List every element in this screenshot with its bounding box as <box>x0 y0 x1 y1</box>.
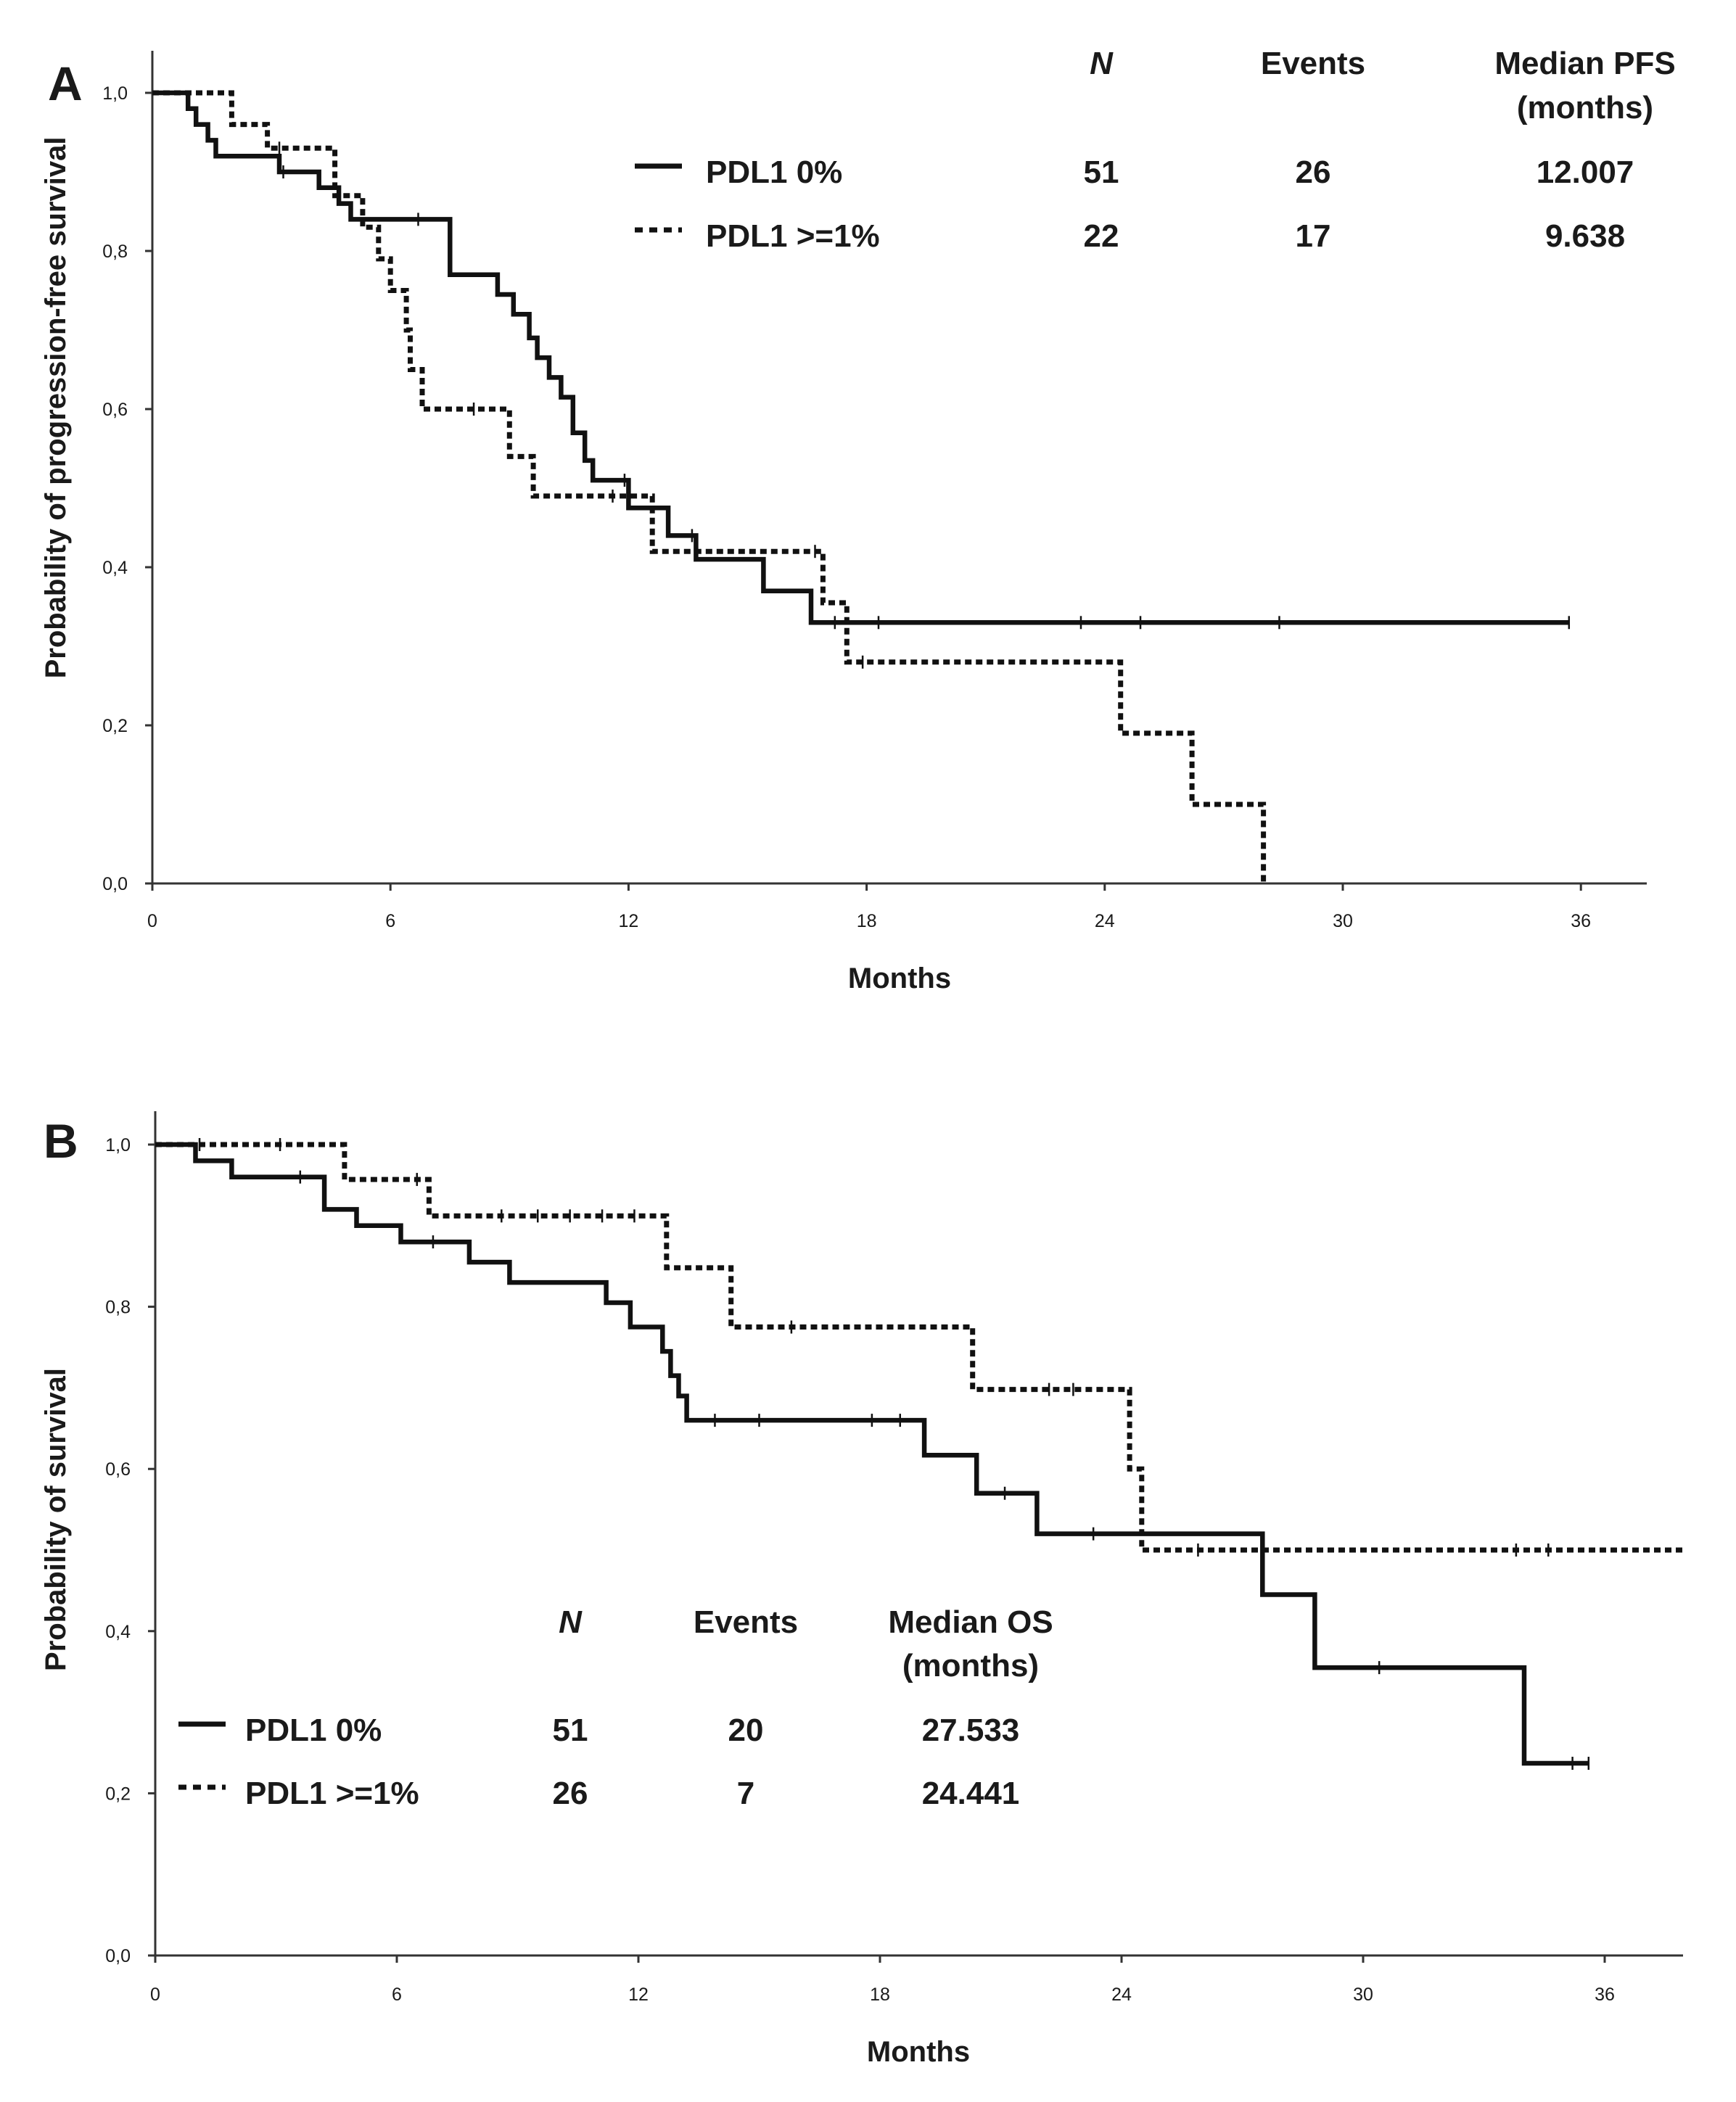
panel-a-x-axis-label: Months <box>848 963 951 994</box>
panel-b-series-pdl1-0 <box>155 1142 1589 1766</box>
panel-a-legend-row2-events: 17 <box>1296 218 1331 254</box>
panel-b-legend: N Events Median OS (months) PDL1 0% 51 2… <box>178 1604 1053 1811</box>
panel-b-y-tick-label: 0,8 <box>105 1298 131 1318</box>
panel-b-legend-row1-median: 27.533 <box>922 1712 1020 1748</box>
panel-b-x-tick-label: 24 <box>1111 1984 1132 2005</box>
panel-b-os-chart: B Probability of survival Months 0 6 12 18 2… <box>40 1111 1685 2068</box>
panel-b-legend-row1-events: 20 <box>728 1712 764 1748</box>
panel-b-y-axis-label: Probability of survival <box>40 1368 72 1671</box>
panel-b-legend-row2-events: 7 <box>737 1776 754 1811</box>
panel-a-y-tick-label: 1,0 <box>102 83 128 104</box>
panel-b-x-tick-label: 12 <box>628 1984 649 2005</box>
panel-a-legend-header-median: Median PFS <box>1494 46 1675 81</box>
panel-a-legend: N Events Median PFS (months) PDL1 0% 51 … <box>635 46 1676 254</box>
panel-a-y-tick-label: 0,2 <box>102 716 128 736</box>
panel-b-y-tick-label: 1,0 <box>105 1135 131 1155</box>
panel-b-legend-header-n: N <box>559 1604 583 1640</box>
panel-a-x-tick-label: 0 <box>147 911 157 931</box>
panel-a-y-axis-label: Probability of progression-free survival <box>40 137 72 679</box>
panel-a-y-tick-label: 0,4 <box>102 558 128 578</box>
panel-b-y-tick-label: 0,0 <box>105 1946 131 1966</box>
panel-a-x-tick-label: 24 <box>1095 911 1115 931</box>
panel-b-y-tick-label: 0,2 <box>105 1784 131 1804</box>
panel-a-series-pdl1-0 <box>152 90 1569 625</box>
panel-b-y-tick-label: 0,6 <box>105 1459 131 1480</box>
panel-a-y-tick-label: 0,6 <box>102 400 128 420</box>
panel-a-legend-header-months: (months) <box>1517 90 1653 125</box>
panel-a-legend-row1-median: 12.007 <box>1537 154 1634 190</box>
panel-b-legend-row2-median: 24.441 <box>922 1776 1020 1811</box>
panel-b-x-tick-label: 36 <box>1595 1984 1615 2005</box>
panel-b-curves <box>155 1138 1685 1771</box>
panel-a-curves <box>152 90 1571 883</box>
panel-b-y-tick-label: 0,4 <box>105 1622 131 1642</box>
panel-a-y-tick-label: 0,8 <box>102 242 128 262</box>
panel-a-legend-header-n: N <box>1090 46 1114 81</box>
panel-a-label: A <box>48 57 83 110</box>
panel-b-legend-header-months: (months) <box>902 1648 1039 1683</box>
panel-a-axes: 0 6 12 18 24 30 36 0,0 0,2 0,4 0,6 0,8 1,0 <box>102 51 1647 931</box>
panel-b-legend-row1-label: PDL1 0% <box>245 1712 382 1748</box>
panel-b-x-tick-label: 6 <box>392 1984 402 2005</box>
panel-a-legend-row2-n: 22 <box>1084 218 1119 254</box>
panel-a-legend-row1-events: 26 <box>1296 154 1331 190</box>
panel-a-pfs-chart: A Probability of progression-free surviv… <box>40 46 1676 994</box>
panel-a-x-tick-label: 12 <box>618 911 638 931</box>
panel-b-x-tick-label: 0 <box>150 1984 160 2005</box>
panel-b-label: B <box>44 1114 78 1168</box>
panel-a-series-pdl1-ge1 <box>152 90 1267 883</box>
panel-a-legend-row1-n: 51 <box>1084 154 1119 190</box>
panel-a-x-tick-label: 30 <box>1333 911 1353 931</box>
panel-b-axes: 0 6 12 18 24 30 36 0,0 0,2 0,4 0,6 0,8 1,0 <box>105 1111 1683 2005</box>
panel-a-legend-header-events: Events <box>1261 46 1365 81</box>
panel-b-series-pdl1-ge1 <box>155 1142 1685 1553</box>
panel-b-x-tick-label: 18 <box>870 1984 890 2005</box>
panel-b-legend-row1-n: 51 <box>553 1712 588 1748</box>
panel-b-legend-header-median: Median OS <box>888 1604 1053 1640</box>
panel-a-legend-row2-label: PDL1 >=1% <box>706 218 880 254</box>
panel-b-legend-row2-label: PDL1 >=1% <box>245 1776 419 1811</box>
panel-a-x-tick-label: 18 <box>857 911 877 931</box>
panel-a-legend-row1-label: PDL1 0% <box>706 154 842 190</box>
panel-b-legend-header-events: Events <box>694 1604 798 1640</box>
panel-a-y-tick-label: 0,0 <box>102 874 128 894</box>
panel-a-legend-row2-median: 9.638 <box>1545 218 1625 254</box>
panel-b-x-axis-label: Months <box>867 2036 970 2068</box>
panel-b-x-tick-label: 30 <box>1353 1984 1373 2005</box>
panel-a-x-tick-label: 6 <box>385 911 395 931</box>
panel-a-x-tick-label: 36 <box>1571 911 1591 931</box>
panel-b-legend-row2-n: 26 <box>553 1776 588 1811</box>
